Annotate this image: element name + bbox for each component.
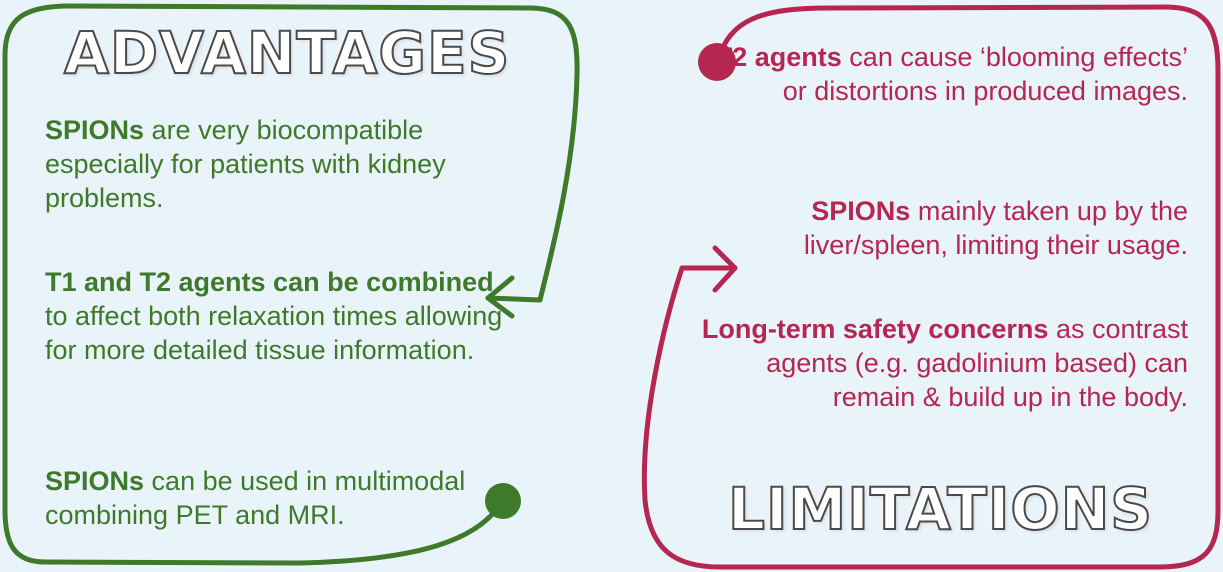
limitation-item-text: mainly taken up by the liver/spleen, lim…	[803, 196, 1188, 260]
limitation-item-keyword: T2 agents	[715, 42, 842, 72]
advantage-item: T1 and T2 agents can be combined to affe…	[45, 265, 515, 367]
advantages-frame	[2, 3, 580, 566]
advantages-arrowhead	[485, 275, 515, 319]
advantage-item: SPIONs can be used in multimodal combini…	[45, 464, 515, 532]
advantage-item-text: to affect both relaxation times allowing…	[45, 301, 503, 365]
limitations-heading: LIMITATIONS	[727, 475, 1154, 543]
limitation-item-keyword: SPIONs	[811, 196, 911, 226]
advantages-heading: ADVANTAGES	[63, 19, 511, 87]
limitation-item: SPIONs mainly taken up by the liver/sple…	[700, 194, 1188, 262]
advantage-item: SPIONs are very biocompatible especially…	[45, 113, 515, 215]
advantage-item-text: can be used in multimodal combining PET …	[45, 466, 466, 530]
advantage-item-keyword: T1 and T2 agents can be combined	[45, 267, 494, 297]
limitations-frame	[641, 4, 1221, 570]
limitation-item: T2 agents can cause ‘blooming effects’ o…	[700, 40, 1188, 108]
limitations-arrowhead	[712, 245, 738, 293]
limitation-item: Long-term safety concerns as contrast ag…	[700, 312, 1188, 414]
limitation-item-text: as contrast agents (e.g. gadolinium base…	[766, 314, 1188, 412]
advantage-item-keyword: SPIONs	[45, 115, 145, 145]
limitations-start-dot	[698, 43, 736, 81]
advantages-start-dot	[485, 483, 521, 519]
advantage-item-text: are very biocompatible especially for pa…	[45, 115, 446, 213]
limitation-item-text: can cause ‘blooming effects’ or distorti…	[782, 42, 1188, 106]
advantage-item-keyword: SPIONs	[45, 466, 145, 496]
limitation-item-keyword: Long-term safety concerns	[701, 314, 1049, 344]
